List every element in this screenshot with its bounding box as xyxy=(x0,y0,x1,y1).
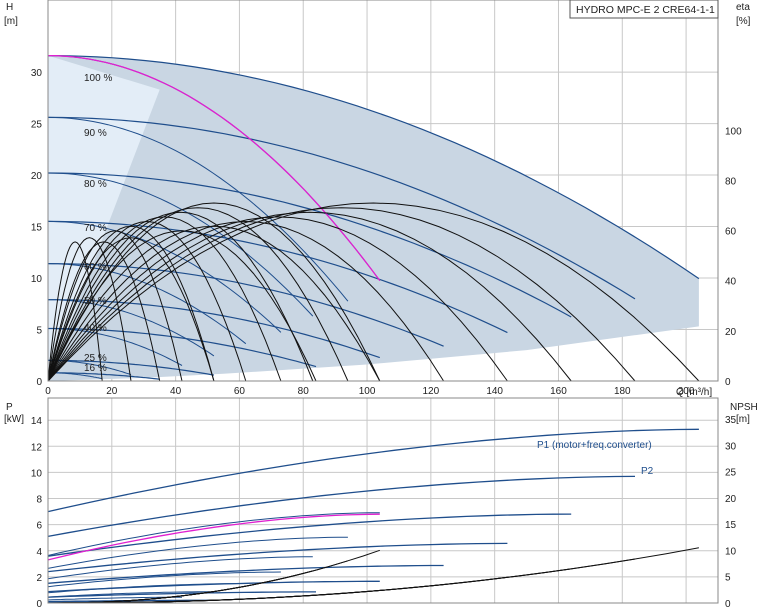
h-tick-label: 10 xyxy=(31,274,43,285)
p-tick-label: 14 xyxy=(31,416,43,427)
p-tick-label: 10 xyxy=(31,468,43,479)
eta-tick-label: 100 xyxy=(725,126,742,137)
speed-label-40: 40 % xyxy=(84,323,107,334)
npsh-tick-label: 5 xyxy=(725,573,731,584)
npsh-tick-label: 15 xyxy=(725,520,737,531)
chart-title: HYDRO MPC-E 2 CRE64-1-1 xyxy=(576,4,715,16)
eta-tick-label: 60 xyxy=(725,227,737,238)
operating-area xyxy=(48,56,699,381)
h-tick-label: 20 xyxy=(31,171,43,182)
p-tick-label: 4 xyxy=(36,547,42,558)
npsh-tick-label: 25 xyxy=(725,468,737,479)
npsh-tick-label: 30 xyxy=(725,441,737,452)
npsh-tick-label: 0 xyxy=(725,599,731,610)
npsh-curve xyxy=(48,577,507,603)
bottom-plot-frame xyxy=(48,398,718,603)
npsh-tick-label: 35 xyxy=(725,415,737,426)
p-tick-label: 0 xyxy=(36,599,42,610)
legend-p1: P1 (motor+freq.converter) xyxy=(537,440,652,451)
h-tick-label: 5 xyxy=(36,326,42,337)
speed-label-16: 16 % xyxy=(84,363,107,374)
npsh-axis-unit: [m] xyxy=(736,414,750,425)
npsh-tick-label: 10 xyxy=(725,546,737,557)
q-axis-title: Q [m³/h] xyxy=(676,387,712,398)
x-tick-label: 140 xyxy=(486,386,503,397)
eta-axis-title: eta xyxy=(736,2,750,13)
speed-label-80: 80 % xyxy=(84,179,107,190)
p-axis-unit: [kW] xyxy=(4,414,24,425)
x-tick-label: 80 xyxy=(298,386,310,397)
h-tick-label: 0 xyxy=(36,377,42,388)
x-tick-label: 60 xyxy=(234,386,246,397)
x-tick-label: 120 xyxy=(423,386,440,397)
x-tick-label: 40 xyxy=(170,386,182,397)
speed-label-90: 90 % xyxy=(84,128,107,139)
eta-tick-label: 40 xyxy=(725,277,737,288)
x-tick-label: 20 xyxy=(106,386,118,397)
h-axis-title: H xyxy=(6,2,13,13)
power-curve xyxy=(48,581,380,591)
eta-tick-label: 0 xyxy=(725,377,731,388)
h-tick-label: 25 xyxy=(31,120,43,131)
h-tick-label: 15 xyxy=(31,223,43,234)
x-tick-label: 180 xyxy=(614,386,631,397)
h-axis-unit: [m] xyxy=(4,16,18,27)
p-axis-title: P xyxy=(6,402,13,413)
npsh-axis-title: NPSH xyxy=(730,402,758,413)
speed-label-70: 70 % xyxy=(84,223,107,234)
eta-tick-label: 80 xyxy=(725,176,737,187)
x-tick-label: 160 xyxy=(550,386,567,397)
x-tick-label: 0 xyxy=(45,386,51,397)
speed-label-60: 60 % xyxy=(84,262,107,273)
p-tick-label: 2 xyxy=(36,573,42,584)
eta-axis-unit: [%] xyxy=(736,16,751,27)
npsh-tick-label: 20 xyxy=(725,494,737,505)
x-tick-label: 100 xyxy=(359,386,376,397)
speed-label-50: 50 % xyxy=(84,296,107,307)
p-tick-label: 12 xyxy=(31,442,43,453)
power-curve xyxy=(48,476,635,536)
speed-label-100: 100 % xyxy=(84,73,112,84)
eta-tick-label: 20 xyxy=(725,327,737,338)
legend-p2: P2 xyxy=(641,466,654,477)
p-tick-label: 8 xyxy=(36,495,42,506)
p-tick-label: 6 xyxy=(36,521,42,532)
h-tick-label: 30 xyxy=(31,68,43,79)
